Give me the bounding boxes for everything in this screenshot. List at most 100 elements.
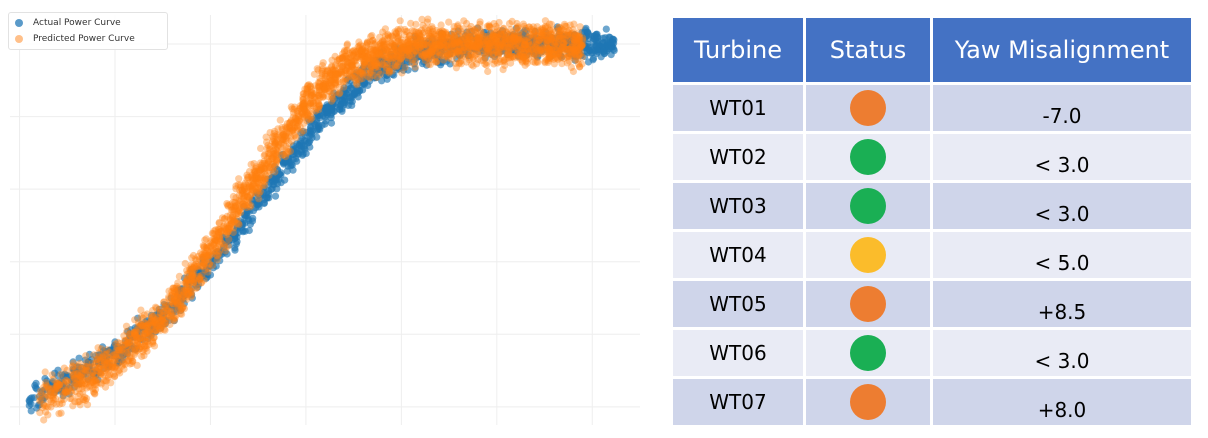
data-point-actual — [388, 70, 396, 79]
data-point-predicted — [521, 40, 529, 48]
data-point-actual — [443, 43, 451, 51]
data-point-predicted — [235, 175, 243, 183]
data-point-predicted — [180, 287, 188, 295]
data-point-predicted — [437, 21, 445, 29]
data-point-actual — [155, 305, 163, 313]
data-point-predicted — [164, 307, 172, 315]
data-point-predicted — [145, 327, 153, 335]
data-point-predicted — [560, 54, 568, 63]
data-point-predicted — [258, 168, 266, 177]
data-point-actual — [512, 24, 520, 32]
data-point-predicted — [457, 60, 465, 68]
data-point-predicted — [142, 344, 150, 352]
data-point-predicted — [377, 46, 385, 55]
data-point-predicted — [424, 60, 432, 68]
data-point-predicted — [200, 258, 208, 266]
data-point-predicted — [463, 19, 471, 28]
data-point-predicted — [412, 46, 420, 55]
data-point-actual — [231, 246, 239, 254]
data-point-predicted — [474, 38, 482, 46]
data-point-predicted — [572, 56, 580, 64]
data-point-predicted — [397, 49, 405, 57]
data-point-predicted — [251, 167, 260, 175]
data-point-predicted — [91, 377, 99, 385]
turbine-name: WT02 — [670, 131, 806, 183]
data-point-actual — [411, 32, 419, 41]
data-point-actual — [143, 329, 151, 337]
data-point-actual — [383, 71, 391, 79]
data-point-predicted — [98, 361, 106, 369]
data-point-predicted — [311, 107, 320, 115]
data-point-predicted — [151, 316, 159, 324]
data-point-predicted — [497, 30, 505, 38]
data-point-actual — [526, 37, 534, 46]
data-point-predicted — [122, 322, 131, 330]
data-point-actual — [283, 167, 291, 175]
data-point-actual — [553, 23, 561, 31]
status-indicator — [850, 237, 886, 273]
data-point-predicted — [556, 32, 564, 41]
data-point-predicted — [505, 54, 513, 62]
data-point-predicted — [340, 83, 348, 91]
data-point-predicted — [511, 29, 519, 37]
data-point-predicted — [411, 63, 419, 71]
data-point-predicted — [537, 25, 545, 33]
data-point-predicted — [128, 359, 136, 367]
data-point-predicted — [514, 29, 522, 38]
data-point-actual — [175, 289, 183, 297]
data-point-actual — [232, 240, 240, 248]
data-point-predicted — [439, 30, 447, 38]
data-point-actual — [263, 194, 271, 202]
data-point-predicted — [486, 34, 494, 43]
data-point-predicted — [145, 341, 153, 349]
data-point-actual — [473, 38, 481, 46]
data-point-predicted — [126, 360, 134, 368]
data-point-predicted — [232, 210, 240, 219]
data-point-actual — [34, 401, 43, 409]
data-point-predicted — [391, 61, 399, 69]
data-point-predicted — [96, 379, 105, 387]
data-point-actual — [543, 46, 551, 54]
turbine-name: WT03 — [670, 180, 806, 232]
data-point-actual — [584, 58, 593, 66]
data-point-predicted — [369, 71, 377, 79]
data-point-predicted — [168, 298, 176, 306]
data-point-actual — [511, 47, 519, 56]
data-point-predicted — [347, 66, 355, 74]
data-point-actual — [536, 44, 544, 52]
data-point-actual — [237, 217, 245, 225]
data-point-predicted — [531, 32, 540, 40]
data-point-predicted — [313, 97, 321, 105]
data-point-predicted — [240, 192, 248, 200]
data-point-predicted — [261, 175, 269, 183]
yaw-value: < 5.0 — [1034, 251, 1090, 275]
data-point-predicted — [243, 188, 251, 196]
data-point-predicted — [358, 68, 366, 76]
data-point-predicted — [504, 51, 512, 59]
data-point-actual — [581, 44, 589, 52]
data-point-predicted — [175, 272, 183, 280]
data-point-predicted — [517, 36, 525, 44]
data-point-predicted — [454, 40, 462, 48]
data-point-predicted — [524, 45, 532, 54]
data-point-predicted — [515, 41, 523, 50]
data-point-actual — [454, 27, 462, 35]
data-point-predicted — [286, 147, 294, 155]
data-point-predicted — [424, 27, 432, 35]
data-point-predicted — [248, 186, 256, 194]
data-point-actual — [556, 52, 565, 60]
data-point-actual — [461, 32, 469, 40]
data-point-predicted — [183, 290, 191, 298]
data-point-actual — [199, 259, 207, 267]
data-point-predicted — [40, 416, 48, 424]
data-point-predicted — [290, 118, 299, 126]
data-point-predicted — [101, 367, 109, 375]
data-point-predicted — [238, 201, 246, 209]
data-point-predicted — [63, 377, 71, 385]
data-point-predicted — [399, 47, 407, 55]
data-point-predicted — [520, 22, 528, 30]
data-point-actual — [115, 358, 123, 366]
data-point-actual — [212, 262, 220, 270]
data-point-predicted — [245, 179, 253, 187]
data-point-predicted — [576, 43, 584, 52]
